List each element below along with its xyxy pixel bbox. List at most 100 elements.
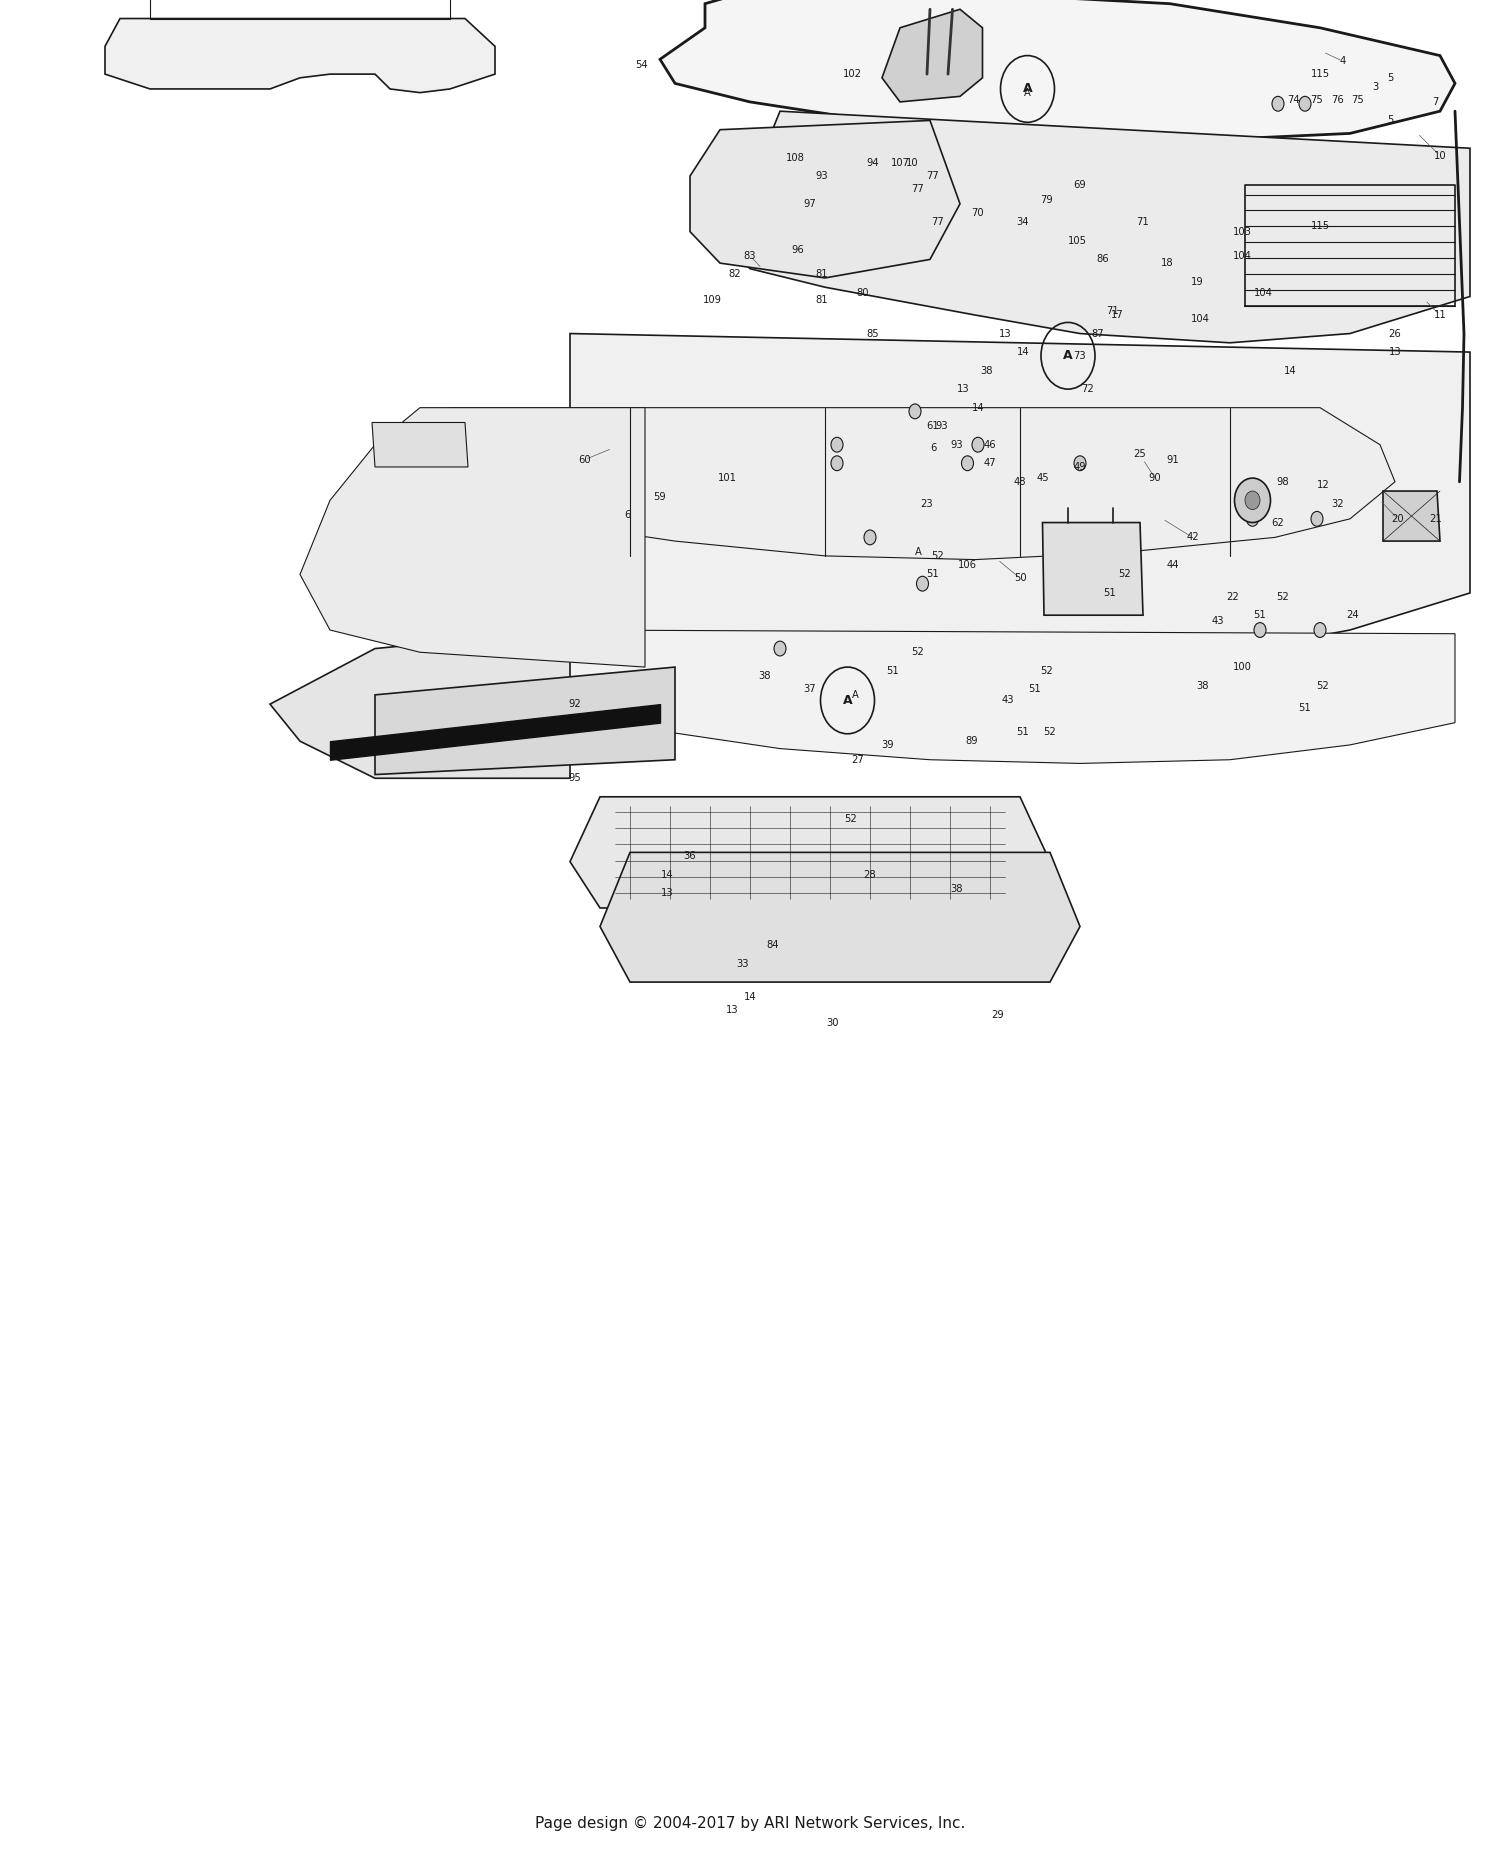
Text: 51: 51 <box>1254 610 1266 621</box>
Text: 60: 60 <box>579 454 591 465</box>
Text: 13: 13 <box>662 888 674 899</box>
Text: 52: 52 <box>1044 726 1056 737</box>
Text: 74: 74 <box>1287 95 1299 106</box>
Text: 98: 98 <box>1276 476 1288 487</box>
Text: 27: 27 <box>852 754 864 765</box>
Text: A: A <box>915 547 921 558</box>
Polygon shape <box>882 9 983 102</box>
Text: 52: 52 <box>912 647 924 658</box>
Text: 38: 38 <box>759 671 771 682</box>
Circle shape <box>1254 623 1266 637</box>
Circle shape <box>1246 511 1258 526</box>
Text: 77: 77 <box>912 183 924 195</box>
Text: 34: 34 <box>1017 217 1029 228</box>
Text: 24: 24 <box>1347 610 1359 621</box>
Text: 51: 51 <box>927 569 939 580</box>
Text: 20: 20 <box>1392 513 1404 524</box>
Text: 5: 5 <box>1388 72 1394 83</box>
Text: 61: 61 <box>927 421 939 432</box>
Text: 93: 93 <box>816 170 828 182</box>
Text: A: A <box>852 689 858 700</box>
Text: 82: 82 <box>729 269 741 280</box>
Text: 93: 93 <box>951 439 963 450</box>
Text: 103: 103 <box>1233 226 1251 237</box>
Text: 51: 51 <box>1104 587 1116 599</box>
Text: 44: 44 <box>1167 560 1179 571</box>
Circle shape <box>1245 491 1260 510</box>
Text: A: A <box>1023 82 1032 96</box>
Text: 52: 52 <box>932 550 944 561</box>
Polygon shape <box>405 408 1395 560</box>
Text: 72: 72 <box>1082 384 1094 395</box>
Circle shape <box>831 456 843 471</box>
Text: 49: 49 <box>1074 461 1086 473</box>
Polygon shape <box>690 120 960 278</box>
Circle shape <box>962 456 974 471</box>
Text: 51: 51 <box>1029 684 1041 695</box>
Circle shape <box>1314 623 1326 637</box>
Text: 14: 14 <box>744 991 756 1002</box>
Text: 104: 104 <box>1191 313 1209 324</box>
Text: 13: 13 <box>999 328 1011 339</box>
Text: 18: 18 <box>1161 258 1173 269</box>
Text: 52: 52 <box>1119 569 1131 580</box>
Text: 4: 4 <box>1340 56 1346 67</box>
Polygon shape <box>1383 491 1440 541</box>
Text: 23: 23 <box>921 498 933 510</box>
Text: 13: 13 <box>1389 347 1401 358</box>
Text: A: A <box>843 693 852 708</box>
Text: 77: 77 <box>932 217 944 228</box>
Circle shape <box>774 641 786 656</box>
Text: 38: 38 <box>951 884 963 895</box>
Text: 75: 75 <box>1352 95 1364 106</box>
Polygon shape <box>450 630 1455 763</box>
Text: 97: 97 <box>804 198 816 209</box>
Text: 6: 6 <box>930 443 936 454</box>
Text: 62: 62 <box>1272 517 1284 528</box>
Text: 37: 37 <box>804 684 816 695</box>
Polygon shape <box>372 422 468 467</box>
Text: 42: 42 <box>1186 532 1198 543</box>
Text: 76: 76 <box>1332 95 1344 106</box>
Polygon shape <box>1042 523 1143 615</box>
Text: 13: 13 <box>726 1004 738 1015</box>
Text: 96: 96 <box>792 245 804 256</box>
Text: 115: 115 <box>1311 221 1329 232</box>
Text: 71: 71 <box>1107 306 1119 317</box>
Circle shape <box>972 437 984 452</box>
Text: 52: 52 <box>1317 680 1329 691</box>
Text: 81: 81 <box>816 295 828 306</box>
Text: 33: 33 <box>736 958 748 969</box>
Text: 79: 79 <box>1041 195 1053 206</box>
Text: 92: 92 <box>568 699 580 710</box>
Text: 30: 30 <box>827 1017 839 1028</box>
Text: 10: 10 <box>906 158 918 169</box>
Text: 43: 43 <box>1212 615 1224 626</box>
Text: 95: 95 <box>568 773 580 784</box>
Text: 13: 13 <box>957 384 969 395</box>
Circle shape <box>1311 511 1323 526</box>
Text: 10: 10 <box>1434 150 1446 161</box>
Text: 107: 107 <box>891 158 909 169</box>
Text: 69: 69 <box>1074 180 1086 191</box>
Text: 48: 48 <box>1014 476 1026 487</box>
Text: 93: 93 <box>936 421 948 432</box>
Polygon shape <box>720 111 1470 343</box>
Circle shape <box>831 437 843 452</box>
Text: 59: 59 <box>654 491 666 502</box>
Text: 50: 50 <box>1014 573 1026 584</box>
Text: 91: 91 <box>1167 454 1179 465</box>
Text: 104: 104 <box>1254 287 1272 298</box>
Text: 6: 6 <box>624 510 630 521</box>
Circle shape <box>1074 456 1086 471</box>
Text: 14: 14 <box>662 869 674 880</box>
Text: 106: 106 <box>958 560 976 571</box>
Text: Page design © 2004-2017 by ARI Network Services, Inc.: Page design © 2004-2017 by ARI Network S… <box>536 1816 964 1831</box>
Text: 52: 52 <box>844 813 856 825</box>
Text: 14: 14 <box>1017 347 1029 358</box>
Text: 54: 54 <box>636 59 648 70</box>
Text: 84: 84 <box>766 939 778 951</box>
Text: 109: 109 <box>704 295 722 306</box>
Text: 71: 71 <box>1137 217 1149 228</box>
Text: 26: 26 <box>1389 328 1401 339</box>
